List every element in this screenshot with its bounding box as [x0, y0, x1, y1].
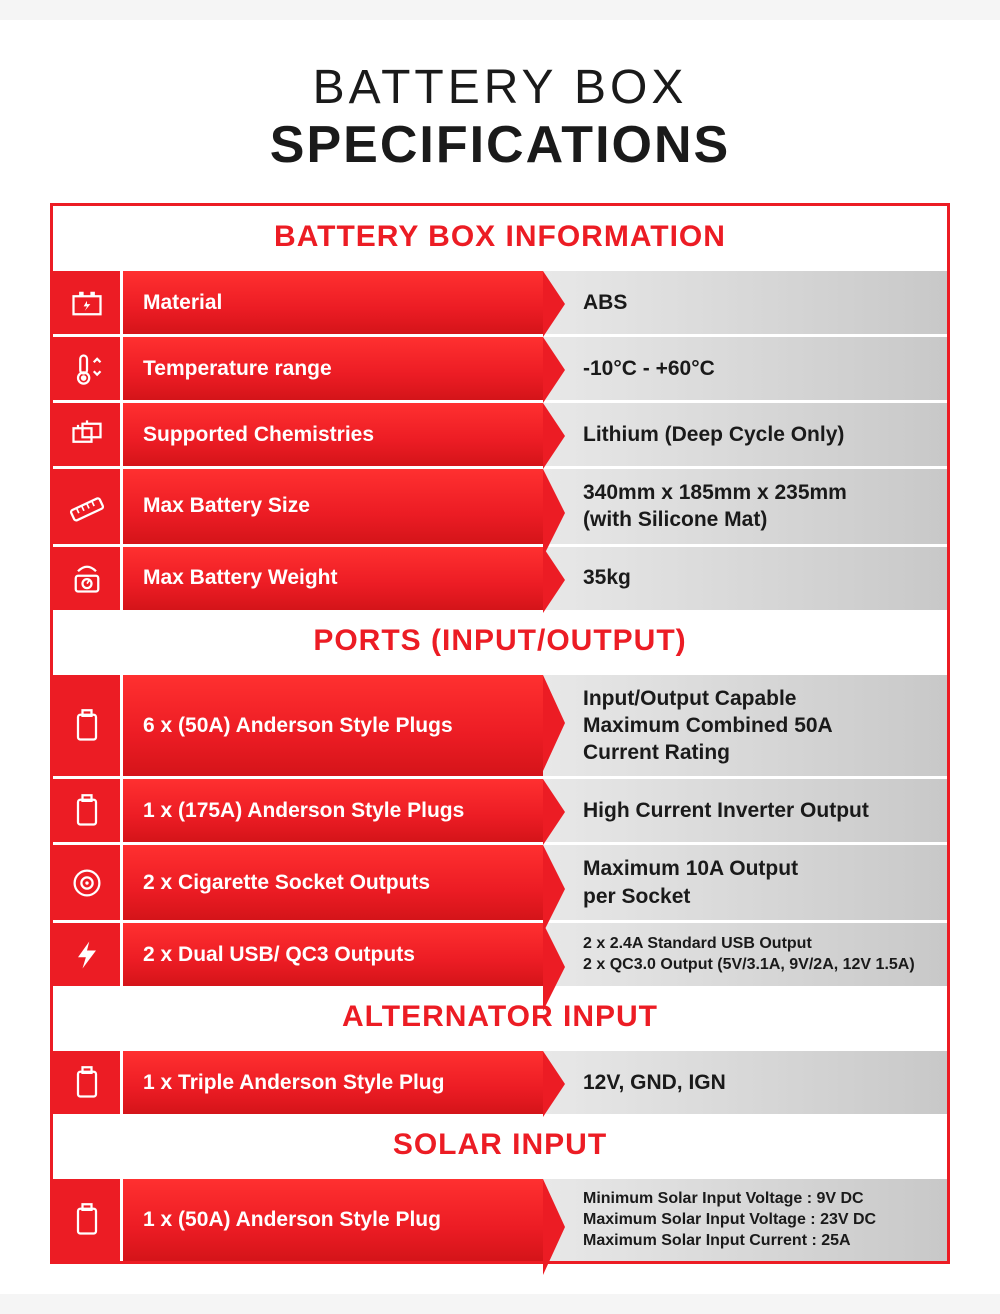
spec-value: 12V, GND, IGN	[543, 1051, 947, 1114]
plug-icon	[53, 1051, 123, 1114]
spec-row: Supported ChemistriesLithium (Deep Cycle…	[53, 400, 947, 466]
spec-label: 6 x (50A) Anderson Style Plugs	[123, 675, 543, 777]
section-header: ALTERNATOR INPUT	[53, 986, 947, 1048]
spec-row: 2 x Cigarette Socket OutputsMaximum 10A …	[53, 842, 947, 920]
battery-icon	[53, 271, 123, 334]
plug-icon	[53, 675, 123, 777]
bolt-icon	[53, 923, 123, 986]
spec-value: High Current Inverter Output	[543, 779, 947, 842]
spec-value: 2 x 2.4A Standard USB Output2 x QC3.0 Ou…	[543, 923, 947, 986]
spec-label: 1 x (50A) Anderson Style Plug	[123, 1179, 543, 1261]
spec-row: 1 x Triple Anderson Style Plug12V, GND, …	[53, 1048, 947, 1114]
section-header: PORTS (INPUT/OUTPUT)	[53, 610, 947, 672]
thermo-icon	[53, 337, 123, 400]
plug-icon	[53, 1179, 123, 1261]
spec-label: 1 x (175A) Anderson Style Plugs	[123, 779, 543, 842]
spec-row: Temperature range-10°C - +60°C	[53, 334, 947, 400]
chem-icon	[53, 403, 123, 466]
page-title: BATTERY BOX SPECIFICATIONS	[50, 60, 950, 175]
spec-label: Max Battery Weight	[123, 547, 543, 610]
socket-icon	[53, 845, 123, 920]
spec-row: Max Battery Weight35kg	[53, 544, 947, 610]
spec-label: Temperature range	[123, 337, 543, 400]
spec-label: Material	[123, 271, 543, 334]
spec-label: Max Battery Size	[123, 469, 543, 544]
ruler-icon	[53, 469, 123, 544]
spec-value: Lithium (Deep Cycle Only)	[543, 403, 947, 466]
spec-label: 2 x Dual USB/ QC3 Outputs	[123, 923, 543, 986]
title-line-1: BATTERY BOX	[50, 60, 950, 115]
spec-row: 1 x (175A) Anderson Style PlugsHigh Curr…	[53, 776, 947, 842]
spec-row: 1 x (50A) Anderson Style PlugMinimum Sol…	[53, 1176, 947, 1261]
spec-page: BATTERY BOX SPECIFICATIONS BATTERY BOX I…	[0, 20, 1000, 1294]
plug-icon	[53, 779, 123, 842]
section-header: BATTERY BOX INFORMATION	[53, 206, 947, 268]
spec-label: Supported Chemistries	[123, 403, 543, 466]
spec-row: 2 x Dual USB/ QC3 Outputs2 x 2.4A Standa…	[53, 920, 947, 986]
section-header: SOLAR INPUT	[53, 1114, 947, 1176]
spec-row: Max Battery Size340mm x 185mm x 235mm(wi…	[53, 466, 947, 544]
title-line-2: SPECIFICATIONS	[50, 115, 950, 175]
spec-value: -10°C - +60°C	[543, 337, 947, 400]
spec-row: 6 x (50A) Anderson Style PlugsInput/Outp…	[53, 672, 947, 777]
spec-value: Minimum Solar Input Voltage : 9V DCMaxim…	[543, 1179, 947, 1261]
spec-label: 2 x Cigarette Socket Outputs	[123, 845, 543, 920]
scale-icon	[53, 547, 123, 610]
spec-value: ABS	[543, 271, 947, 334]
spec-row: MaterialABS	[53, 268, 947, 334]
spec-value: Maximum 10A Outputper Socket	[543, 845, 947, 920]
spec-label: 1 x Triple Anderson Style Plug	[123, 1051, 543, 1114]
spec-value: 35kg	[543, 547, 947, 610]
spec-value: 340mm x 185mm x 235mm(with Silicone Mat)	[543, 469, 947, 544]
spec-value: Input/Output CapableMaximum Combined 50A…	[543, 675, 947, 777]
spec-table: BATTERY BOX INFORMATIONMaterialABSTemper…	[50, 203, 950, 1264]
